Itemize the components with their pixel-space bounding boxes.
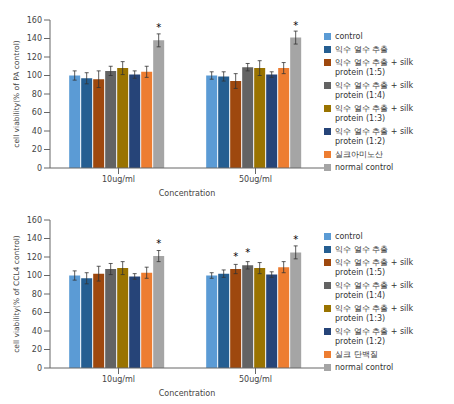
html-text:control: control — [335, 232, 363, 241]
svg-text:60: 60 — [32, 308, 42, 317]
svg-text:20: 20 — [32, 345, 42, 354]
html-text:익수 열수 추출 + silk protein (1:5): 익수 열수 추출 + silk protein (1:5) — [335, 258, 414, 277]
svg-text:*: * — [156, 238, 161, 249]
svg-text:100: 100 — [27, 271, 42, 280]
svg-text:50ug/ml: 50ug/ml — [239, 375, 272, 384]
html-text:normal control: normal control — [335, 363, 394, 372]
svg-text:cell viability(% of PA control: cell viability(% of PA control) — [12, 40, 21, 147]
svg-text:40: 40 — [32, 327, 42, 336]
html-text:익수 열수 추출 + silk protein (1:4): 익수 열수 추출 + silk protein (1:4) — [335, 281, 414, 300]
html-text:익수 열수 추출 + silk protein (1:3): 익수 열수 추출 + silk protein (1:3) — [335, 304, 414, 323]
html-text:실크 단백질: 실크 단백질 — [335, 350, 378, 359]
svg-text:40: 40 — [32, 127, 42, 136]
svg-text:20: 20 — [32, 145, 42, 154]
svg-text:*: * — [245, 247, 250, 258]
svg-text:0: 0 — [37, 164, 42, 173]
svg-text:*: * — [293, 20, 298, 31]
svg-text:120: 120 — [27, 253, 42, 262]
svg-text:Concentration: Concentration — [159, 189, 216, 198]
html-text:control: control — [335, 32, 363, 41]
html-text:익수 열수 추출: 익수 열수 추출 — [335, 45, 389, 54]
html-text:익수 열수 추출: 익수 열수 추출 — [335, 245, 389, 254]
svg-text:*: * — [156, 22, 161, 33]
svg-text:Concentration: Concentration — [159, 389, 216, 398]
svg-text:10ug/ml: 10ug/ml — [102, 175, 135, 184]
svg-text:100: 100 — [27, 71, 42, 80]
html-text:실크아미노산: 실크아미노산 — [335, 150, 383, 159]
svg-text:50ug/ml: 50ug/ml — [239, 175, 272, 184]
svg-text:*: * — [293, 234, 298, 245]
html-text:익수 열수 추출 + silk protein (1:2): 익수 열수 추출 + silk protein (1:2) — [335, 127, 414, 146]
html-text:익수 열수 추출 + silk protein (1:4): 익수 열수 추출 + silk protein (1:4) — [335, 81, 414, 100]
svg-text:80: 80 — [32, 90, 42, 99]
svg-text:120: 120 — [27, 53, 42, 62]
svg-text:140: 140 — [27, 34, 42, 43]
svg-text:cell viability(% of CCL4 contr: cell viability(% of CCL4 control) — [12, 235, 21, 353]
html-text:익수 열수 추출 + silk protein (1:5): 익수 열수 추출 + silk protein (1:5) — [335, 58, 414, 77]
svg-text:60: 60 — [32, 108, 42, 117]
html-text:normal control: normal control — [335, 163, 394, 172]
svg-text:160: 160 — [27, 216, 42, 225]
html-text:익수 열수 추출 + silk protein (1:2): 익수 열수 추출 + silk protein (1:2) — [335, 327, 414, 346]
svg-text:160: 160 — [27, 16, 42, 25]
svg-text:140: 140 — [27, 234, 42, 243]
svg-text:0: 0 — [37, 364, 42, 373]
svg-text:80: 80 — [32, 290, 42, 299]
svg-text:*: * — [233, 251, 238, 262]
html-text:익수 열수 추출 + silk protein (1:3): 익수 열수 추출 + silk protein (1:3) — [335, 104, 414, 123]
svg-text:10ug/ml: 10ug/ml — [102, 375, 135, 384]
